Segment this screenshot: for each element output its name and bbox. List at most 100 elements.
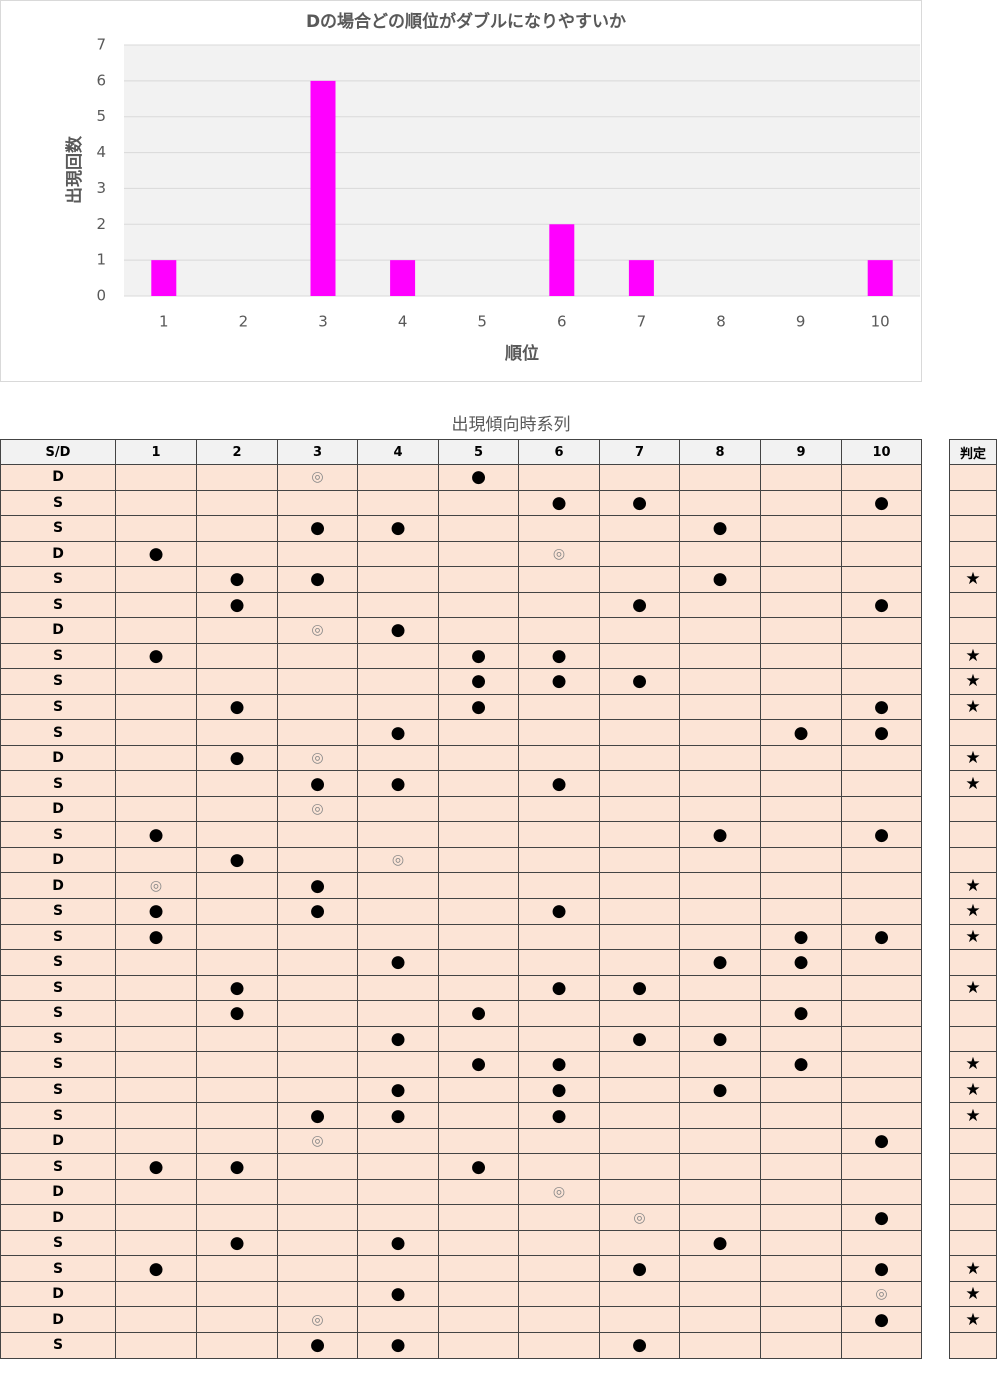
judgment-cell [949, 618, 997, 644]
mark-cell [600, 465, 680, 491]
mark-cell: ● [600, 592, 680, 619]
mark-cell [358, 643, 439, 670]
header-cell: 3 [278, 439, 358, 465]
x-tick-label: 7 [637, 313, 647, 331]
row-type: S [0, 1052, 116, 1078]
mark-cell: ● [358, 1281, 439, 1308]
y-tick-label: 0 [96, 287, 106, 305]
row-type: S [0, 643, 116, 670]
mark-cell [519, 1205, 600, 1231]
mark-cell: ● [197, 592, 278, 619]
mark-cell [439, 847, 519, 874]
mark-cell: ◎ [278, 465, 358, 491]
row-type: D [0, 796, 116, 823]
mark-cell [761, 541, 842, 568]
mark-cell [680, 1103, 761, 1129]
mark-cell [600, 950, 680, 976]
mark-cell: ● [197, 745, 278, 772]
x-tick-label: 3 [318, 313, 328, 331]
mark-cell [519, 873, 600, 899]
mark-cell: ● [600, 1333, 680, 1359]
mark-cell [680, 490, 761, 517]
mark-cell [600, 1230, 680, 1257]
mark-cell [519, 1230, 600, 1257]
row-type: S [0, 720, 116, 746]
mark-cell: ◎ [278, 796, 358, 823]
mark-cell: ● [600, 1026, 680, 1053]
mark-cell [358, 924, 439, 951]
row-type: S [0, 1230, 116, 1257]
mark-cell: ● [358, 950, 439, 976]
judgment-cell [949, 1205, 997, 1231]
mark-cell [761, 1230, 842, 1257]
mark-cell: ● [600, 490, 680, 517]
mark-cell [680, 541, 761, 568]
mark-cell: ● [116, 1256, 197, 1282]
y-tick-label: 5 [96, 107, 106, 125]
mark-cell [116, 465, 197, 491]
judgment-cell [949, 516, 997, 542]
mark-cell [519, 618, 600, 644]
judgment-cell: ★ [949, 643, 997, 670]
header-cell: 10 [842, 439, 922, 465]
mark-cell: ● [278, 1103, 358, 1129]
mark-cell [761, 465, 842, 491]
mark-cell [278, 1052, 358, 1078]
mark-cell: ◎ [519, 541, 600, 568]
mark-cell: ● [439, 643, 519, 670]
mark-cell: ● [680, 516, 761, 542]
mark-cell [197, 822, 278, 848]
mark-cell [842, 796, 922, 823]
mark-cell: ● [680, 567, 761, 593]
mark-cell: ● [842, 924, 922, 951]
mark-cell [761, 822, 842, 848]
mark-cell [519, 465, 600, 491]
mark-cell: ● [842, 1307, 922, 1333]
judgment-cell [949, 1154, 997, 1180]
mark-cell [439, 1128, 519, 1155]
judgment-cell: ★ [949, 924, 997, 951]
mark-cell: ● [680, 950, 761, 976]
mark-cell [519, 720, 600, 746]
row-type: D [0, 847, 116, 874]
mark-cell [842, 618, 922, 644]
mark-cell [278, 847, 358, 874]
mark-cell [680, 847, 761, 874]
mark-cell [439, 1281, 519, 1308]
mark-cell: ● [519, 490, 600, 517]
mark-cell [439, 1307, 519, 1333]
mark-cell [680, 669, 761, 695]
mark-cell [116, 1205, 197, 1231]
mark-cell [680, 771, 761, 797]
mark-cell: ● [439, 1154, 519, 1180]
mark-cell [358, 745, 439, 772]
mark-cell: ● [439, 1001, 519, 1027]
mark-cell [278, 1281, 358, 1308]
row-type: S [0, 1154, 116, 1180]
mark-cell [600, 694, 680, 721]
mark-cell [842, 1052, 922, 1078]
judgment-cell [949, 1001, 997, 1027]
bar [310, 80, 336, 296]
header-cell: 7 [600, 439, 680, 465]
mark-cell [680, 873, 761, 899]
x-tick-label: 8 [716, 313, 726, 331]
mark-cell [600, 1128, 680, 1155]
mark-cell [278, 592, 358, 619]
mark-cell: ● [278, 516, 358, 542]
mark-cell [600, 1103, 680, 1129]
mark-cell [116, 1179, 197, 1206]
mark-cell [519, 592, 600, 619]
mark-cell [278, 1230, 358, 1257]
mark-cell: ◎ [358, 847, 439, 874]
mark-cell [761, 1205, 842, 1231]
header-cell: 4 [358, 439, 439, 465]
mark-cell [197, 643, 278, 670]
mark-cell [197, 1052, 278, 1078]
mark-cell [197, 1333, 278, 1359]
mark-cell [761, 1128, 842, 1155]
mark-cell [278, 720, 358, 746]
mark-cell [358, 899, 439, 925]
mark-cell [278, 822, 358, 848]
